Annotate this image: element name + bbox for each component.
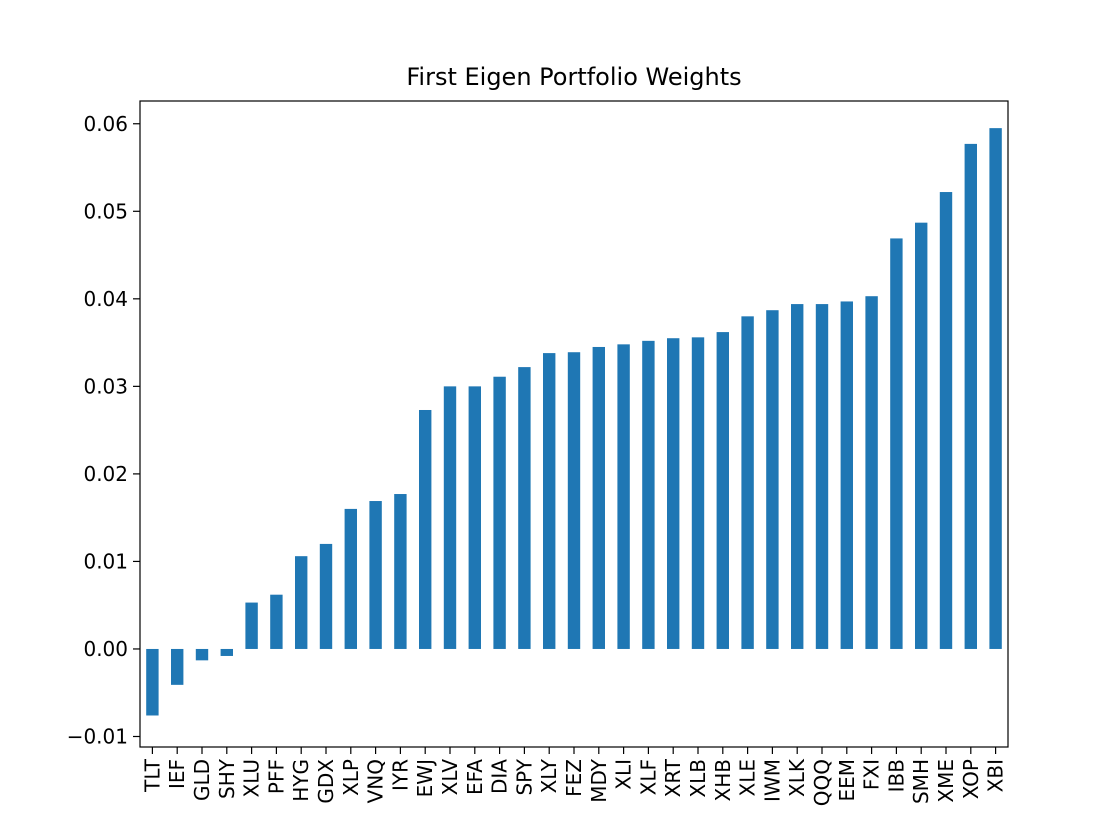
x-axis: TLT IEF GLD SHY XLU PFF HYG GDX XLP VNQ IYR EWJ XLV E… bbox=[140, 747, 1008, 806]
y-tick-label: 0.05 bbox=[83, 199, 128, 223]
bar-xme bbox=[939, 192, 953, 649]
bar-xle bbox=[741, 316, 754, 649]
bar-ewj bbox=[419, 409, 432, 649]
x-tick-label: XRT bbox=[661, 758, 685, 797]
bar-xlv bbox=[443, 386, 457, 649]
bar-gld bbox=[195, 648, 209, 661]
bar-xhb bbox=[716, 332, 729, 649]
x-tick-label: XLF bbox=[636, 759, 660, 795]
bar-xbi bbox=[989, 128, 1002, 649]
x-tick-label: XME bbox=[934, 759, 958, 803]
bar-shy bbox=[220, 648, 233, 656]
y-tick-label: 0.06 bbox=[83, 112, 128, 136]
x-tick-label: IEF bbox=[165, 759, 189, 789]
bar-qqq bbox=[815, 304, 829, 649]
x-tick-label: XOP bbox=[959, 759, 983, 799]
x-tick-label: XLY bbox=[537, 758, 561, 793]
x-tick-label: EWJ bbox=[413, 759, 437, 797]
x-tick-label: FEZ bbox=[562, 759, 586, 797]
x-tick-label: XLU bbox=[240, 759, 264, 798]
bar-iwm bbox=[766, 310, 779, 649]
chart-title: First Eigen Portfolio Weights bbox=[406, 63, 741, 91]
x-tick-label: MDY bbox=[587, 758, 611, 803]
x-tick-label: SMH bbox=[909, 759, 933, 804]
x-tick-label: TLT bbox=[140, 758, 164, 793]
bar-smh bbox=[915, 222, 928, 649]
bar-xly bbox=[543, 353, 556, 649]
bar-mdy bbox=[592, 346, 605, 649]
y-tick-label: 0.03 bbox=[83, 374, 128, 398]
x-tick-label: DIA bbox=[488, 759, 512, 794]
y-tick-label: 0.04 bbox=[83, 287, 128, 311]
y-tick-label: 0.00 bbox=[83, 637, 128, 661]
x-tick-label: PFF bbox=[264, 759, 288, 794]
bar-xlk bbox=[791, 304, 804, 649]
x-tick-label: XBI bbox=[984, 759, 1008, 792]
bar-xop bbox=[964, 143, 977, 649]
x-tick-label: XHB bbox=[711, 759, 735, 801]
y-tick-label: −0.01 bbox=[67, 724, 128, 748]
x-tick-label: SPY bbox=[512, 758, 536, 795]
x-tick-label: XLV bbox=[438, 759, 462, 796]
bar-iyr bbox=[394, 494, 407, 649]
x-tick-label: XLK bbox=[785, 758, 809, 797]
bar-fez bbox=[567, 352, 581, 649]
x-tick-label: GLD bbox=[190, 759, 214, 801]
x-tick-label: IBB bbox=[884, 759, 908, 792]
bar-eem bbox=[840, 301, 853, 649]
bar-spy bbox=[518, 367, 531, 649]
bar-xrt bbox=[667, 338, 680, 649]
x-tick-label: EFA bbox=[463, 759, 487, 795]
x-tick-label: IYR bbox=[388, 759, 412, 791]
y-tick-label: 0.01 bbox=[83, 549, 128, 573]
x-tick-label: EEM bbox=[835, 759, 859, 802]
bar-xlp bbox=[344, 508, 357, 649]
bars-group bbox=[146, 128, 1002, 716]
bar-ibb bbox=[890, 238, 903, 649]
y-tick-label: 0.02 bbox=[83, 462, 128, 486]
x-tick-label: VNQ bbox=[364, 759, 388, 803]
x-tick-label: QQQ bbox=[810, 759, 834, 806]
bar-efa bbox=[468, 386, 481, 649]
bar-hyg bbox=[295, 556, 308, 649]
x-tick-label: HYG bbox=[289, 759, 313, 802]
bar-ief bbox=[171, 648, 184, 685]
x-tick-label: IWM bbox=[760, 759, 784, 802]
x-tick-label: GDX bbox=[314, 759, 338, 804]
bar-xli bbox=[617, 344, 630, 649]
bar-xlf bbox=[642, 340, 655, 649]
x-tick-label: XLB bbox=[686, 759, 710, 798]
bar-tlt bbox=[146, 648, 159, 716]
x-tick-label: XLE bbox=[736, 759, 760, 796]
bar-pff bbox=[270, 594, 283, 649]
bar-gdx bbox=[319, 543, 333, 649]
x-tick-label: XLP bbox=[339, 759, 363, 796]
x-tick-label: FXI bbox=[860, 759, 884, 790]
bar-xlu bbox=[245, 602, 258, 649]
bar-dia bbox=[493, 376, 506, 649]
x-tick-label: SHY bbox=[215, 758, 239, 799]
x-tick-label: XLI bbox=[612, 759, 636, 790]
bar-vnq bbox=[369, 501, 382, 649]
plot-area-frame bbox=[139, 100, 1009, 748]
y-axis: −0.01 0.00 0.01 0.02 0.03 0.04 0.05 0.06 bbox=[67, 112, 140, 748]
bar-fxi bbox=[865, 296, 878, 649]
bar-xlb bbox=[691, 337, 705, 649]
